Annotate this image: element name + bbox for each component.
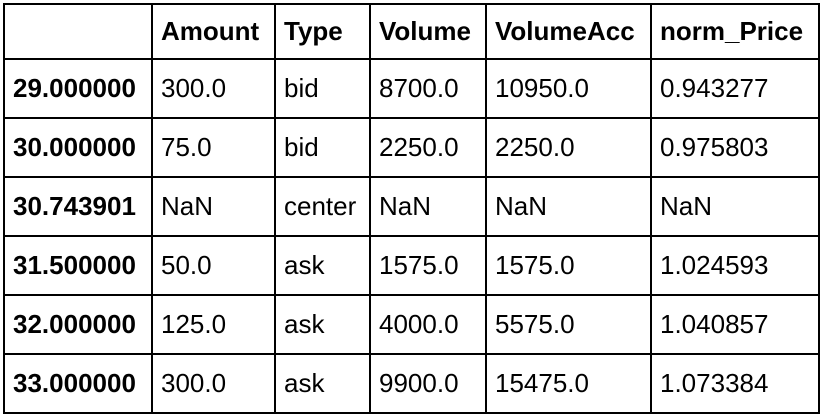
table-cell: 1575.0 [485,235,652,296]
table-cell: 50.0 [151,235,276,296]
dataframe-table: Amount Type Volume VolumeAcc norm_Price … [3,3,820,414]
table-row: 33.000000 300.0 ask 9900.0 15475.0 1.073… [3,353,820,414]
table-cell: 1.024593 [650,235,820,296]
table-cell: 300.0 [151,58,276,119]
table-cell: 1.040857 [650,294,820,355]
row-index-cell: 32.000000 [3,294,153,355]
table-cell: 2250.0 [369,117,487,178]
column-header-volume: Volume [369,3,487,60]
row-index-cell: 33.000000 [3,353,153,414]
table-cell: 9900.0 [369,353,487,414]
table-row: 31.500000 50.0 ask 1575.0 1575.0 1.02459… [3,235,820,296]
table-cell: NaN [650,176,820,237]
column-header-volumeacc: VolumeAcc [485,3,652,60]
table-cell: 75.0 [151,117,276,178]
row-index-cell: 29.000000 [3,58,153,119]
table-row: 30.743901 NaN center NaN NaN NaN [3,176,820,237]
table-row: 30.000000 75.0 bid 2250.0 2250.0 0.97580… [3,117,820,178]
table-cell: 15475.0 [485,353,652,414]
table-cell: bid [274,117,371,178]
table-cell: 125.0 [151,294,276,355]
table-cell: bid [274,58,371,119]
table-cell: ask [274,353,371,414]
table-cell: 1575.0 [369,235,487,296]
row-index-cell: 31.500000 [3,235,153,296]
column-header-type: Type [274,3,371,60]
table-cell: 0.943277 [650,58,820,119]
table-header: Amount Type Volume VolumeAcc norm_Price [3,3,820,60]
table-body: 29.000000 300.0 bid 8700.0 10950.0 0.943… [3,58,820,414]
table-row: 32.000000 125.0 ask 4000.0 5575.0 1.0408… [3,294,820,355]
table-cell: NaN [485,176,652,237]
table-cell: 10950.0 [485,58,652,119]
table-cell: ask [274,294,371,355]
table-cell: center [274,176,371,237]
table-cell: NaN [151,176,276,237]
row-index-cell: 30.743901 [3,176,153,237]
header-row: Amount Type Volume VolumeAcc norm_Price [3,3,820,60]
table-cell: NaN [369,176,487,237]
table-cell: ask [274,235,371,296]
index-header-cell [3,3,153,60]
column-header-norm-price: norm_Price [650,3,820,60]
table-cell: 0.975803 [650,117,820,178]
table-cell: 1.073384 [650,353,820,414]
table-cell: 5575.0 [485,294,652,355]
table-cell: 8700.0 [369,58,487,119]
table-cell: 300.0 [151,353,276,414]
column-header-amount: Amount [151,3,276,60]
table-cell: 2250.0 [485,117,652,178]
row-index-cell: 30.000000 [3,117,153,178]
table-row: 29.000000 300.0 bid 8700.0 10950.0 0.943… [3,58,820,119]
table-cell: 4000.0 [369,294,487,355]
